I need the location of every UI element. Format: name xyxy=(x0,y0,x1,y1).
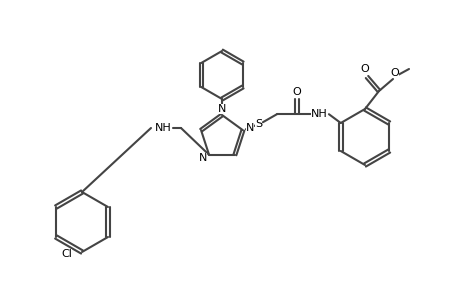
Text: N: N xyxy=(245,123,253,133)
Text: O: O xyxy=(390,68,398,78)
Text: O: O xyxy=(360,64,369,74)
Text: S: S xyxy=(255,119,262,129)
Text: O: O xyxy=(292,87,301,97)
Text: N: N xyxy=(218,104,226,114)
Text: Cl: Cl xyxy=(61,249,72,259)
Text: NH: NH xyxy=(154,123,171,133)
Text: NH: NH xyxy=(310,109,327,119)
Text: N: N xyxy=(198,153,207,163)
